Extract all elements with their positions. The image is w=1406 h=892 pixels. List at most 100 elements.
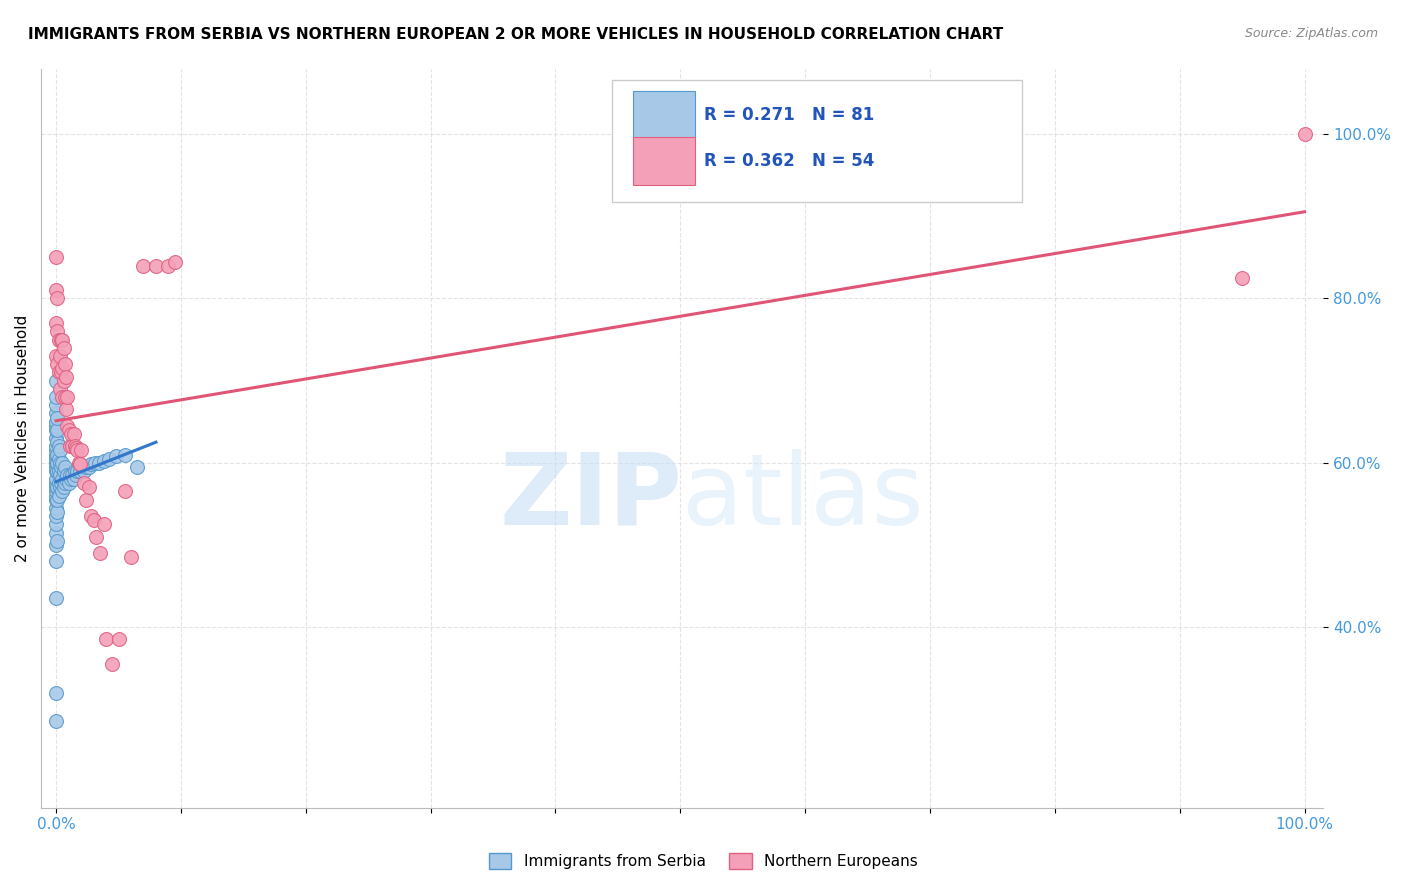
Point [62, 427, 84, 442]
Point [93, 517, 115, 532]
Point [63, 464, 86, 478]
Point [45, 525, 67, 540]
Point [59, 439, 82, 453]
Point [87, 456, 110, 470]
Point [45, 439, 67, 453]
Point [45, 418, 67, 433]
Point [45, 251, 67, 265]
Text: atlas: atlas [682, 449, 924, 546]
Point [52, 464, 75, 478]
Point [53, 390, 76, 404]
Point [45, 492, 67, 507]
Point [77, 480, 100, 494]
Point [45, 448, 67, 462]
Point [51, 456, 73, 470]
Point [49, 382, 72, 396]
Point [45, 489, 67, 503]
Point [49, 365, 72, 379]
Point [69, 458, 91, 472]
Point [52, 480, 75, 494]
Point [70, 443, 93, 458]
Point [58, 423, 80, 437]
Point [114, 448, 136, 462]
Point [58, 476, 80, 491]
FancyBboxPatch shape [612, 79, 1022, 202]
Point [55, 402, 77, 417]
Point [94, 632, 117, 647]
Point [75, 492, 97, 507]
Point [46, 505, 69, 519]
Point [45, 714, 67, 729]
Legend: Immigrants from Serbia, Northern Europeans: Immigrants from Serbia, Northern Europea… [482, 847, 924, 875]
Point [120, 550, 142, 565]
Point [52, 341, 75, 355]
Point [48, 365, 70, 379]
Point [46, 464, 69, 478]
Point [45, 451, 67, 466]
Point [66, 443, 89, 458]
Point [48, 464, 70, 478]
Point [45, 443, 67, 458]
Text: ZIP: ZIP [499, 449, 682, 546]
Point [83, 456, 105, 470]
Point [51, 361, 73, 376]
Point [49, 480, 72, 494]
Point [51, 484, 73, 499]
Text: R = 0.362   N = 54: R = 0.362 N = 54 [704, 152, 875, 169]
Point [45, 316, 67, 330]
Point [89, 546, 111, 560]
Point [56, 418, 79, 433]
Point [101, 657, 124, 671]
Point [45, 591, 67, 606]
Point [132, 259, 155, 273]
Point [157, 259, 180, 273]
Point [52, 374, 75, 388]
Point [46, 410, 69, 425]
Point [80, 458, 103, 472]
Point [72, 476, 94, 491]
Point [60, 468, 83, 483]
Point [46, 357, 69, 371]
Point [46, 324, 69, 338]
Point [55, 369, 77, 384]
Point [127, 459, 149, 474]
Point [53, 357, 76, 371]
Point [75, 459, 97, 474]
Point [45, 484, 67, 499]
Point [46, 448, 69, 462]
Point [48, 489, 70, 503]
Point [84, 530, 107, 544]
Point [72, 459, 94, 474]
Point [48, 439, 70, 453]
Point [45, 538, 67, 552]
Point [114, 484, 136, 499]
Point [49, 468, 72, 483]
Point [45, 472, 67, 486]
Point [56, 468, 79, 483]
Point [46, 435, 69, 450]
Point [66, 464, 89, 478]
FancyBboxPatch shape [634, 91, 695, 139]
Point [48, 476, 70, 491]
Point [60, 472, 83, 486]
Point [45, 500, 67, 515]
Point [45, 509, 67, 524]
Point [49, 349, 72, 363]
Point [53, 459, 76, 474]
Point [51, 390, 73, 404]
Point [49, 333, 72, 347]
Point [77, 459, 100, 474]
Point [48, 451, 70, 466]
Point [51, 472, 73, 486]
Point [69, 464, 91, 478]
Point [60, 439, 83, 453]
Point [45, 431, 67, 445]
Point [46, 492, 69, 507]
Point [72, 464, 94, 478]
Point [45, 415, 67, 429]
Point [48, 333, 70, 347]
Point [45, 283, 67, 297]
Point [1230, 271, 1253, 285]
Point [107, 632, 129, 647]
Point [65, 468, 87, 483]
